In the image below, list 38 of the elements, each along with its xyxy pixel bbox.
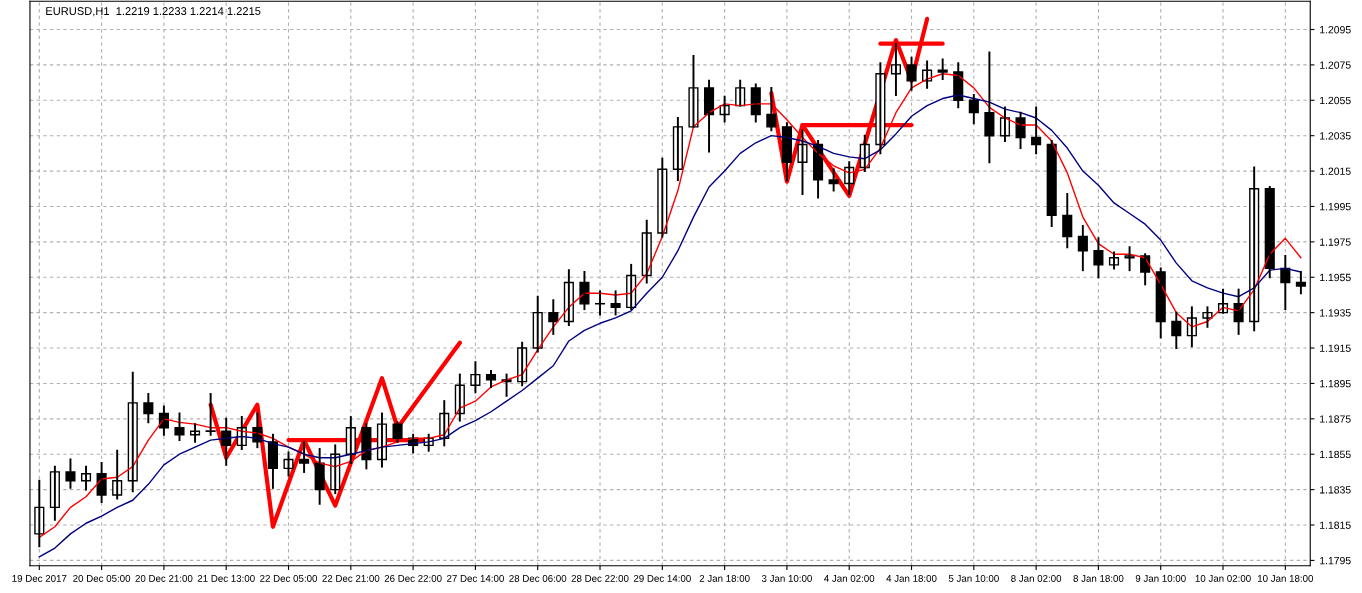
x-tick-label: 8 Jan 18:00 [1073,575,1124,582]
y-tick-label: 1.1915 [1320,344,1351,352]
y-tick-label: 1.1835 [1320,486,1351,494]
x-tick-label: 4 Jan 18:00 [886,575,937,582]
y-tick-label: 1.1795 [1320,556,1351,565]
x-tick-label: 27 Dec 14:00 [446,575,504,582]
x-tick-label: 20 Dec 05:00 [73,575,131,582]
x-tick-label: 8 Jan 02:00 [1011,575,1062,582]
y-tick-label: 1.1875 [1320,415,1351,423]
y-tick-label: 1.1995 [1320,202,1351,211]
y-tick-label: 1.1955 [1320,273,1351,282]
x-tick-label: 19 Dec 2017 [12,575,67,582]
x-tick-label: 10 Jan 02:00 [1195,575,1251,582]
y-tick-label: 1.2095 [1320,26,1351,34]
x-tick-label: 29 Dec 14:00 [633,575,691,582]
x-tick-label: 2 Jan 18:00 [699,575,750,582]
x-tick-label: 21 Dec 13:00 [197,575,255,582]
y-tick-label: 1.2055 [1320,96,1351,105]
y-tick-label: 1.2035 [1320,132,1351,140]
x-tick-label: 9 Jan 10:00 [1135,575,1186,582]
y-tick-label: 1.1895 [1320,379,1351,388]
x-tick-label: 28 Dec 06:00 [509,575,567,582]
x-tick-label: 4 Jan 02:00 [824,575,875,582]
y-tick-label: 1.1975 [1320,238,1351,246]
x-tick-label: 22 Dec 21:00 [322,575,380,582]
y-tick-label: 1.1815 [1320,521,1351,529]
chart-title: EURUSD,H1 1.2219 1.2233 1.2214 1.2215 [46,7,261,17]
y-tick-label: 1.1855 [1320,450,1351,459]
x-tick-label: 22 Dec 05:00 [260,575,318,582]
y-tick-label: 1.1935 [1320,309,1351,317]
x-tick-label: 5 Jan 10:00 [948,575,999,582]
x-tick-label: 28 Dec 22:00 [571,575,629,582]
y-tick-label: 1.2015 [1320,167,1351,175]
x-tick-label: 20 Dec 21:00 [135,575,193,582]
x-tick-label: 3 Jan 10:00 [761,575,812,582]
x-tick-label: 10 Jan 18:00 [1257,575,1314,582]
y-tick-label: 1.2075 [1320,61,1351,69]
x-tick-label: 26 Dec 22:00 [384,575,442,582]
